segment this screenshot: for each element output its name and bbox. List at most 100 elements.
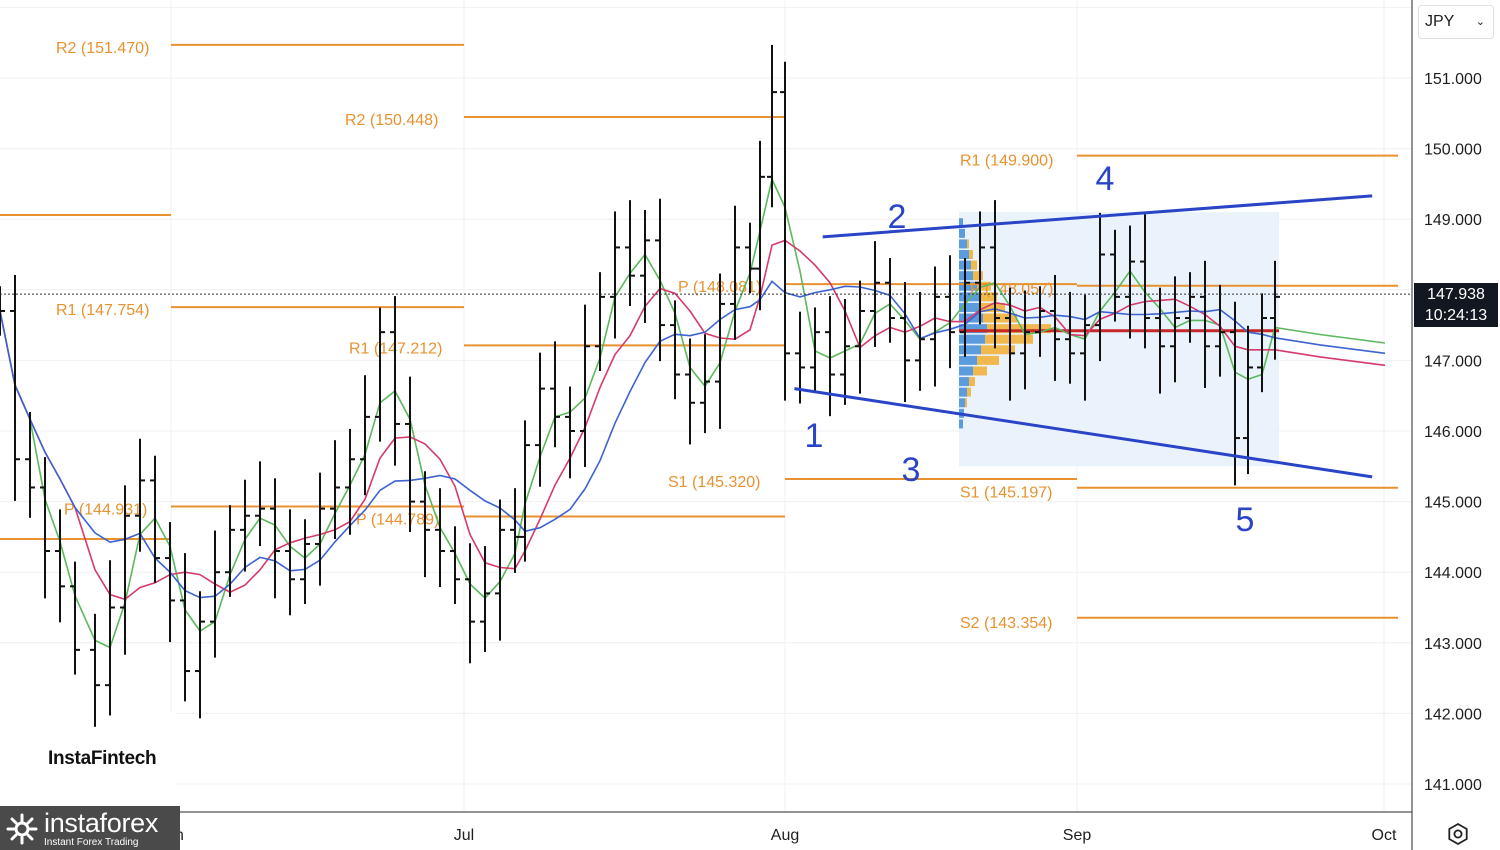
currency-selector[interactable]: JPY ⌄ xyxy=(1418,5,1494,39)
ohlc-bar xyxy=(535,352,545,487)
profile-bin-up xyxy=(959,334,985,344)
ohlc-bar xyxy=(70,561,80,675)
profile-bin-up xyxy=(959,377,969,387)
profile-bin-down xyxy=(969,377,975,387)
profile-bin-down xyxy=(979,292,997,302)
wedge-channel xyxy=(794,194,1373,479)
ohlc-bar xyxy=(240,479,250,572)
ohlc-bar xyxy=(165,522,175,643)
pivot-label: R1 (147.754) xyxy=(56,302,149,319)
gear-icon[interactable] xyxy=(1446,822,1470,846)
ohlc-bar xyxy=(450,526,460,604)
ohlc-bar xyxy=(330,440,340,540)
ohlc-bar xyxy=(360,375,370,496)
current-price-tag: 147.938 10:24:13 xyxy=(1414,283,1498,327)
wave-label-3: 3 xyxy=(902,451,921,489)
wave-label-1: 1 xyxy=(805,417,824,455)
ohlc-bar xyxy=(930,266,940,387)
ohlc-bar xyxy=(1110,229,1120,322)
ohlc-bar xyxy=(105,560,115,716)
profile-bin-down xyxy=(973,271,983,281)
pivot-label: R2 (150.448) xyxy=(345,112,438,129)
profile-bin-up xyxy=(959,250,969,259)
ohlc-bar xyxy=(1140,214,1150,349)
pivot-label: R1 (149.900) xyxy=(960,153,1053,170)
instaforex-logo: instaforex Instant Forex Trading xyxy=(0,806,180,850)
ohlc-bar xyxy=(420,471,430,578)
chart-grid xyxy=(0,0,1413,850)
x-tick-label: Oct xyxy=(1372,827,1397,844)
x-axis: JunJulAugSepOct xyxy=(158,827,1397,844)
ohlc-bar xyxy=(495,499,505,641)
ohlc-bar xyxy=(135,438,145,552)
ohlc-bar xyxy=(10,274,20,501)
profile-bin-down xyxy=(967,239,969,249)
ohlc-bar xyxy=(480,546,490,652)
ohlc-bar xyxy=(640,210,650,323)
ohlc-bar xyxy=(180,553,190,702)
ohlc-bar xyxy=(625,200,635,307)
ohlc-bar xyxy=(0,286,5,336)
ohlc-bar xyxy=(25,411,35,518)
ohlc-bar xyxy=(55,509,65,623)
y-tick-label: 151.000 xyxy=(1424,71,1482,88)
pivot-label: P (144.931) xyxy=(64,501,147,518)
ohlc-bar xyxy=(465,543,475,664)
ohlc-bar xyxy=(1257,293,1267,393)
ohlc-bar xyxy=(195,591,205,719)
profile-bin-down xyxy=(965,398,967,408)
pivot-label: P (148.057) xyxy=(970,281,1053,298)
profile-bin-up xyxy=(959,239,967,249)
ohlc-bar xyxy=(655,198,665,362)
ohlc-bar xyxy=(1170,276,1180,383)
logo-sub-text: Instant Forex Trading xyxy=(44,837,139,848)
y-axis: 151.000150.000149.000148.000147.000146.0… xyxy=(1424,71,1482,794)
profile-bin-up xyxy=(959,366,973,376)
ohlc-bar xyxy=(1020,290,1030,390)
ohlc-bar xyxy=(270,478,280,599)
y-tick-label: 144.000 xyxy=(1424,565,1482,582)
profile-bin-up xyxy=(959,324,987,334)
pivot-label: R2 (151.470) xyxy=(56,40,149,57)
ohlc-bar xyxy=(285,509,295,616)
ohlc-bar xyxy=(1125,225,1135,339)
ohlc-bar xyxy=(40,457,50,599)
x-tick-label: Sep xyxy=(1063,827,1092,844)
ohlc-bar xyxy=(375,307,385,442)
ohlc-bar xyxy=(670,300,680,400)
y-tick-label: 150.000 xyxy=(1424,142,1482,159)
ohlc-bar xyxy=(1035,286,1045,357)
ohlc-bar xyxy=(255,461,265,547)
pivot-label: S2 (143.354) xyxy=(960,615,1053,632)
watermark-backdrop xyxy=(0,712,175,806)
ohlc-bar xyxy=(885,258,895,343)
ohlc-bar xyxy=(610,211,620,339)
ohlc-bar xyxy=(150,455,160,583)
y-tick-label: 147.000 xyxy=(1424,353,1482,370)
ohlc-bar xyxy=(825,296,835,417)
logo-icon xyxy=(6,813,38,845)
ohlc-bar xyxy=(1200,260,1210,388)
wave-label-4: 4 xyxy=(1096,160,1115,198)
ohlc-bar xyxy=(900,282,910,403)
profile-bin-down xyxy=(977,355,999,365)
ohlc-bars xyxy=(0,44,1280,727)
ohlc-bar xyxy=(855,280,865,394)
ohlc-bar xyxy=(1185,272,1195,343)
ohlc-bar xyxy=(580,304,590,468)
pivot-label: S1 (145.320) xyxy=(668,474,761,491)
ohlc-bar xyxy=(1005,287,1015,401)
channel-lower-line xyxy=(794,387,1373,479)
ohlc-bar xyxy=(975,211,985,325)
ohlc-bar xyxy=(210,530,220,658)
ohlc-bar xyxy=(1065,291,1075,384)
ohlc-bar xyxy=(595,272,605,371)
y-tick-label: 145.000 xyxy=(1424,495,1482,512)
volume-profile xyxy=(959,212,1279,467)
ohlc-bar xyxy=(1243,325,1253,475)
x-tick-label: Aug xyxy=(771,827,799,844)
ohlc-bar xyxy=(345,428,355,535)
ohlc-bar xyxy=(120,485,130,655)
ohlc-bar xyxy=(810,307,820,393)
